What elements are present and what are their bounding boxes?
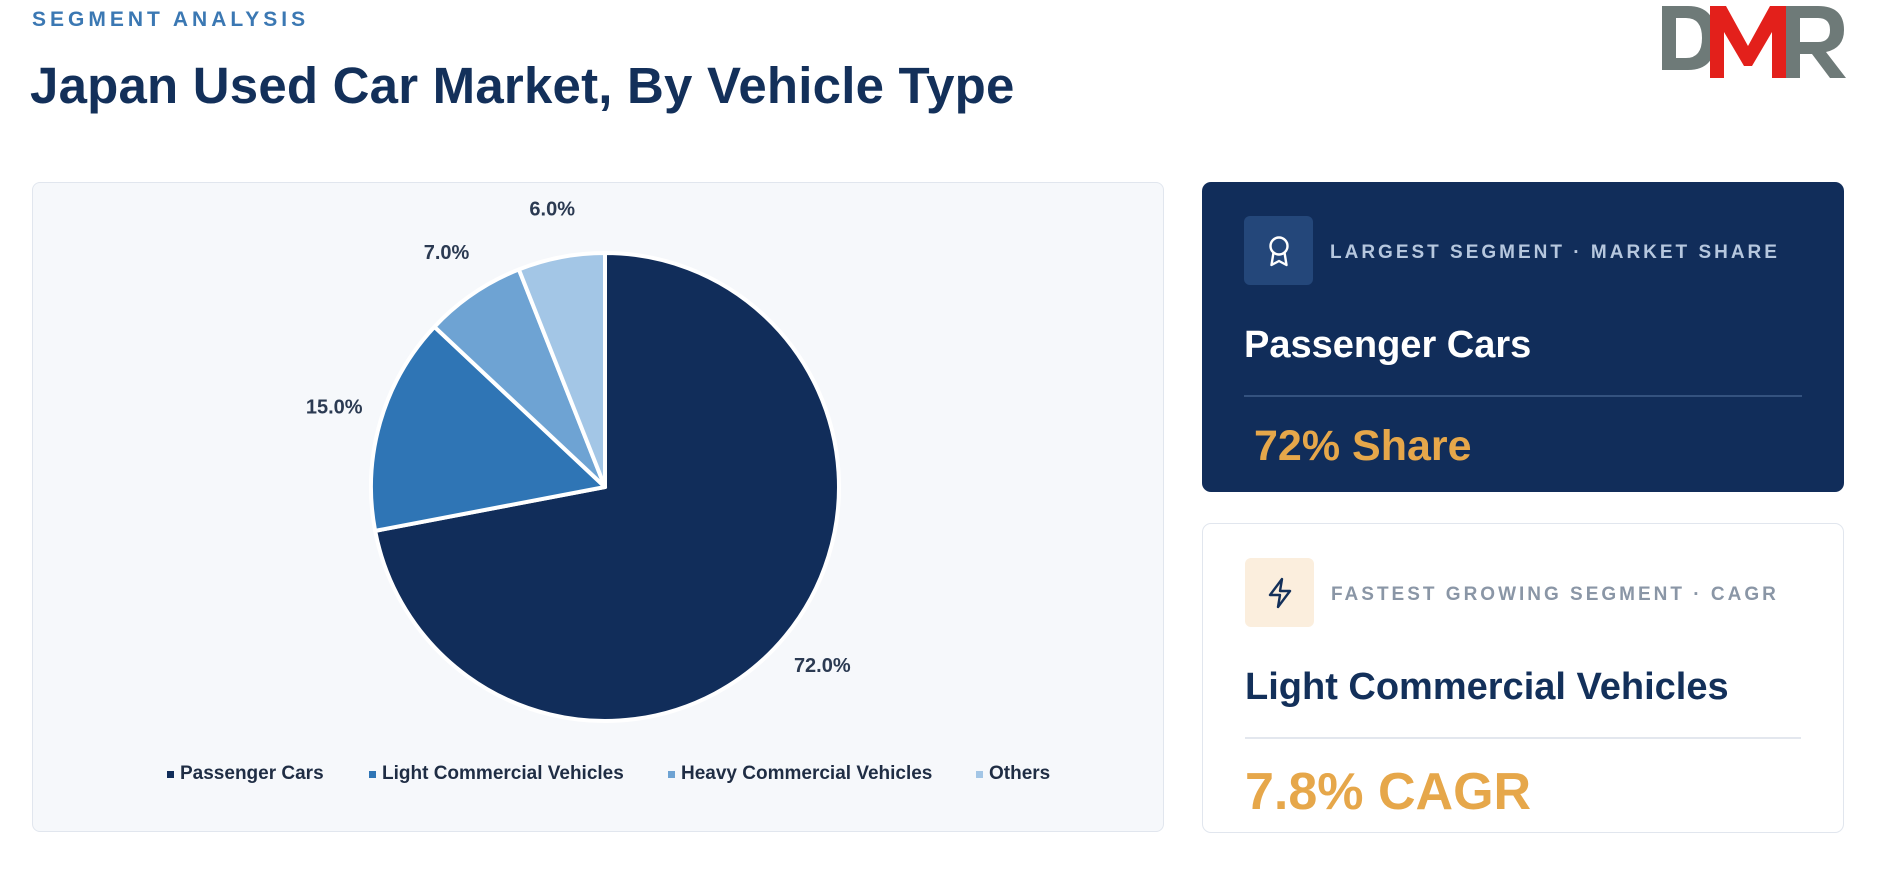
legend-swatch: [976, 770, 983, 778]
lightning-icon: [1245, 558, 1314, 627]
legend-item-others[interactable]: Others: [976, 763, 1050, 785]
pie-chart-card: 72.0% 15.0% 7.0% 6.0% Passenger Cars Light …: [32, 182, 1164, 832]
legend-swatch: [668, 770, 675, 778]
chart-legend: Passenger Cars Light Commercial Vehicles…: [33, 763, 1163, 793]
dmr-logo: [1662, 6, 1846, 78]
legend-item-heavy-commercial-vehicles[interactable]: Heavy Commercial Vehicles: [668, 763, 932, 785]
segment-name: Light Commercial Vehicles: [1245, 666, 1729, 708]
slice-light-commercial-vehicles[interactable]: [369, 324, 607, 533]
fastest-growing-card: FASTEST GROWING SEGMENT · CAGR Light Com…: [1202, 523, 1844, 833]
largest-segment-card: LARGEST SEGMENT · MARKET SHARE Passenger…: [1202, 182, 1844, 492]
cagr-metric: 7.8% CAGR: [1245, 763, 1532, 821]
divider: [1245, 737, 1801, 739]
legend-label: Heavy Commercial Vehicles: [681, 763, 933, 784]
card-kicker: FASTEST GROWING SEGMENT · CAGR: [1331, 584, 1779, 605]
award-icon: [1244, 216, 1313, 285]
legend-item-passenger-cars[interactable]: Passenger Cars: [167, 763, 324, 785]
slice-label: 7.0%: [424, 242, 470, 264]
section-eyebrow: SEGMENT ANALYSIS: [32, 8, 310, 31]
page-title: Japan Used Car Market, By Vehicle Type: [30, 57, 1015, 114]
legend-label: Passenger Cars: [180, 763, 324, 784]
slice-passenger-cars[interactable]: [373, 251, 841, 723]
pie-chart: 72.0% 15.0% 7.0% 6.0%: [306, 198, 851, 723]
legend-label: Others: [989, 763, 1051, 784]
legend-item-light-commercial-vehicles[interactable]: Light Commercial Vehicles: [369, 763, 624, 785]
divider: [1244, 395, 1802, 397]
share-metric: 72% Share: [1254, 422, 1472, 470]
card-kicker: LARGEST SEGMENT · MARKET SHARE: [1330, 242, 1780, 263]
slice-label: 6.0%: [529, 198, 575, 220]
legend-label: Light Commercial Vehicles: [382, 763, 624, 784]
segment-name: Passenger Cars: [1244, 324, 1532, 366]
slice-label: 72.0%: [794, 655, 851, 677]
legend-swatch: [369, 770, 376, 778]
slice-others[interactable]: [516, 251, 607, 489]
legend-swatch: [167, 770, 174, 778]
slice-label: 15.0%: [306, 397, 363, 419]
